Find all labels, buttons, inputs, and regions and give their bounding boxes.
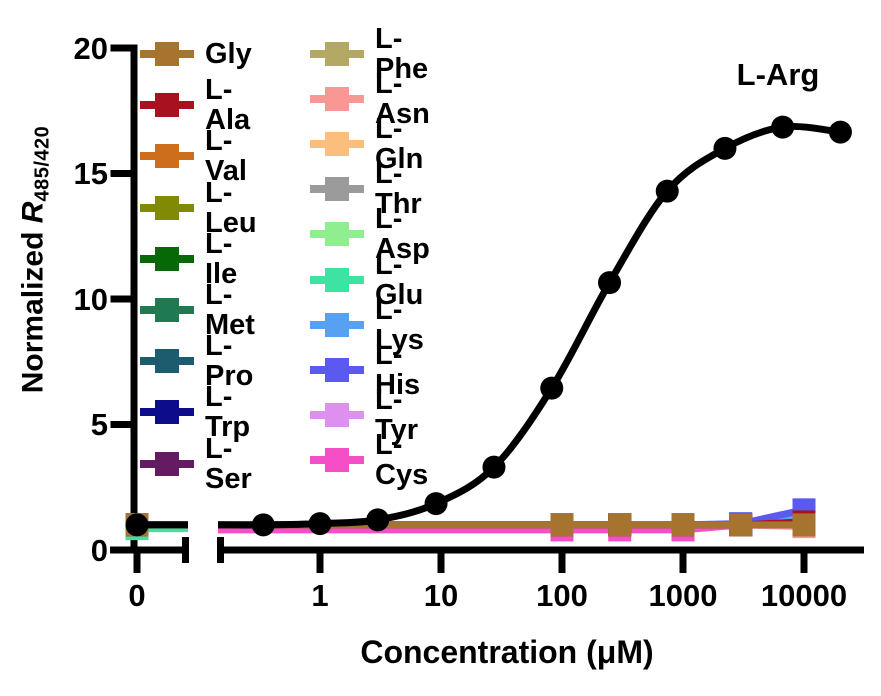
x-tick-label: 1 bbox=[311, 578, 329, 613]
legend-marker-icon bbox=[140, 451, 194, 476]
legend-item-l-lys: L-Lys bbox=[310, 295, 424, 355]
data-point-circle bbox=[125, 513, 149, 537]
legend-item-l-gln: L-Gln bbox=[310, 114, 423, 174]
legend-marker-icon bbox=[310, 177, 364, 202]
data-point-square bbox=[792, 513, 816, 537]
legend-item-l-val: L-Val bbox=[140, 126, 247, 186]
legend-item-l-thr: L-Thr bbox=[310, 159, 422, 219]
curve-annotation: L-Arg bbox=[736, 57, 820, 92]
legend-label: L-Asp bbox=[375, 203, 430, 266]
legend-item-l-cys: L-Cys bbox=[310, 430, 428, 490]
legend-item-l-glu: L-Glu bbox=[310, 250, 423, 310]
data-point-circle bbox=[366, 508, 390, 532]
legend-label: L-Tyr bbox=[375, 383, 418, 446]
legend-label: Gly bbox=[205, 38, 252, 70]
x-tick-label: 100 bbox=[536, 578, 588, 613]
legend-marker-icon bbox=[310, 312, 364, 337]
legend-marker-icon bbox=[310, 267, 364, 292]
legend-marker-icon bbox=[310, 357, 364, 382]
legend-item-l-ala: L-Ala bbox=[140, 75, 250, 135]
legend-marker-icon bbox=[140, 144, 194, 169]
legend-marker-icon bbox=[140, 195, 194, 220]
y-tick-label: 5 bbox=[90, 407, 108, 442]
legend-label: L-Gln bbox=[375, 113, 424, 176]
legend-item-l-met: L-Met bbox=[140, 280, 255, 340]
data-point-square bbox=[729, 513, 753, 537]
legend-item-l-phe: L-Phe bbox=[310, 24, 428, 84]
legend-item-l-asp: L-Asp bbox=[310, 204, 430, 264]
data-point-square bbox=[671, 513, 695, 537]
legend-label: L-Ser bbox=[205, 432, 252, 495]
x-tick-label: 0 bbox=[128, 578, 146, 613]
data-point-circle bbox=[828, 120, 852, 144]
x-tick-label: 1000 bbox=[648, 578, 718, 613]
legend-marker-icon bbox=[140, 400, 194, 425]
y-tick-label: 20 bbox=[73, 30, 108, 66]
legend-label: L-Cys bbox=[375, 428, 429, 491]
legend-label: L-Lys bbox=[375, 293, 424, 356]
legend-marker-icon bbox=[310, 447, 364, 472]
y-tick-label: 15 bbox=[73, 156, 108, 191]
y-tick-label: 10 bbox=[73, 281, 108, 317]
legend-item-l-his: L-His bbox=[310, 340, 420, 400]
legend-marker-icon bbox=[140, 42, 194, 66]
legend-label: L-Pro bbox=[205, 330, 254, 393]
legend-label: L-Met bbox=[205, 279, 255, 341]
legend-label: L-Leu bbox=[205, 176, 257, 239]
legend-marker-icon bbox=[140, 349, 194, 374]
data-point-circle bbox=[482, 455, 506, 479]
legend-marker-icon bbox=[310, 87, 364, 112]
x-tick-label: 10 bbox=[423, 578, 459, 613]
legend-item-l-pro: L-Pro bbox=[140, 331, 253, 391]
legend-item-l-leu: L-Leu bbox=[140, 178, 257, 238]
y-tick-label: 0 bbox=[90, 532, 108, 568]
legend-label: L-Trp bbox=[205, 381, 251, 444]
data-point-circle bbox=[598, 271, 622, 295]
legend-item-l-trp: L-Trp bbox=[140, 382, 250, 442]
legend-label: L-Ile bbox=[205, 227, 238, 290]
data-point-circle bbox=[655, 179, 679, 203]
data-point-circle bbox=[540, 376, 564, 400]
data-point-circle bbox=[251, 513, 275, 537]
legend-marker-icon bbox=[310, 42, 364, 66]
data-point-circle bbox=[308, 512, 332, 536]
legend-marker-icon bbox=[140, 246, 194, 271]
x-tick-label: 10000 bbox=[760, 578, 848, 613]
legend-label: L-Ala bbox=[205, 74, 251, 137]
data-point-circle bbox=[713, 136, 737, 160]
legend-label: L-Thr bbox=[375, 158, 422, 221]
legend-label: L-Val bbox=[205, 125, 247, 188]
legend-item-l-ser: L-Ser bbox=[140, 434, 252, 494]
legend-marker-icon bbox=[310, 222, 364, 247]
legend-item-l-tyr: L-Tyr bbox=[310, 385, 418, 445]
legend-marker-icon bbox=[140, 93, 194, 118]
legend-label: L-Glu bbox=[375, 248, 424, 311]
data-point-circle bbox=[771, 115, 795, 139]
legend-label: L-His bbox=[375, 338, 421, 401]
data-point-circle bbox=[424, 492, 448, 516]
data-point-square bbox=[608, 513, 632, 537]
legend-label: L-Asn bbox=[375, 68, 430, 131]
legend-item-l-ile: L-Ile bbox=[140, 229, 237, 289]
legend-marker-icon bbox=[310, 132, 364, 157]
legend-label: L-Phe bbox=[375, 23, 429, 85]
x-axis-label: Concentration (μM) bbox=[360, 634, 654, 670]
data-point-square bbox=[550, 513, 574, 537]
legend-item-gly: Gly bbox=[140, 38, 252, 70]
legend-marker-icon bbox=[140, 298, 194, 322]
legend-item-l-asn: L-Asn bbox=[310, 69, 430, 129]
legend-marker-icon bbox=[310, 402, 364, 427]
